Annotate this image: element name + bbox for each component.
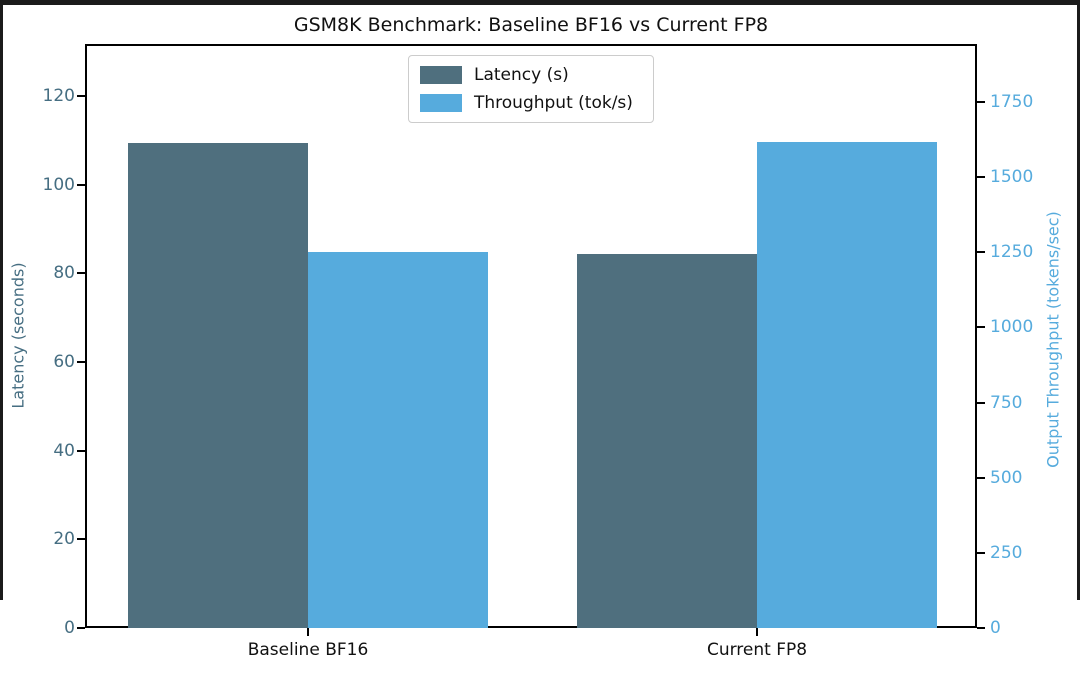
right-tick-mark <box>977 401 985 404</box>
legend-row-latency: Latency (s) <box>420 65 642 85</box>
left-tick-label: 40 <box>53 440 75 461</box>
left-tick-label: 100 <box>42 174 75 195</box>
left-axis-label: Latency (seconds) <box>8 262 28 409</box>
right-tick-label: 750 <box>990 392 1023 413</box>
window-left-edge <box>0 0 3 600</box>
legend-label-latency: Latency (s) <box>474 65 569 85</box>
left-tick-label: 20 <box>53 529 75 550</box>
left-tick-mark <box>77 183 85 186</box>
legend-label-throughput: Throughput (tok/s) <box>474 93 633 113</box>
x-tick-mark <box>307 628 309 636</box>
right-tick-label: 250 <box>990 542 1023 563</box>
right-tick-label: 1000 <box>990 317 1034 338</box>
legend: Latency (s) Throughput (tok/s) <box>408 55 654 123</box>
left-tick-label: 60 <box>53 351 75 372</box>
legend-row-throughput: Throughput (tok/s) <box>420 93 642 113</box>
left-tick-mark <box>77 627 85 629</box>
right-tick-mark <box>977 251 985 254</box>
left-tick-mark <box>77 538 85 541</box>
right-tick-label: 1750 <box>990 92 1034 112</box>
right-tick-mark <box>977 476 985 479</box>
window-top-edge <box>0 0 1080 5</box>
left-tick-mark <box>77 360 85 363</box>
bar-throughput-tok-s--current-fp8 <box>757 142 938 628</box>
right-tick-label: 0 <box>990 618 1001 638</box>
bar-latency-s--baseline-bf16 <box>128 142 308 628</box>
legend-swatch-throughput <box>420 94 462 112</box>
chart-title: GSM8K Benchmark: Baseline BF16 vs Curren… <box>293 14 769 36</box>
bar-throughput-tok-s--baseline-bf16 <box>308 251 488 628</box>
left-tick-label: 0 <box>64 618 75 638</box>
bar-latency-s--current-fp8 <box>577 253 758 628</box>
right-tick-label: 1250 <box>990 242 1034 263</box>
right-tick-mark <box>977 101 985 103</box>
left-tick-label: 120 <box>42 85 75 106</box>
right-tick-mark <box>977 176 985 179</box>
window-right-edge <box>1077 0 1080 600</box>
left-tick-mark <box>77 272 85 275</box>
right-tick-mark <box>977 627 985 629</box>
left-tick-label: 80 <box>53 263 75 284</box>
right-tick-label: 1500 <box>990 167 1034 188</box>
x-tick-label: Baseline BF16 <box>247 640 369 660</box>
right-tick-mark <box>977 551 985 554</box>
x-tick-label: Current FP8 <box>706 640 808 660</box>
left-tick-mark <box>77 94 85 97</box>
left-tick-mark <box>77 449 85 452</box>
right-tick-mark <box>977 326 985 329</box>
x-tick-mark <box>756 628 759 636</box>
right-tick-label: 500 <box>990 467 1023 488</box>
legend-swatch-latency <box>420 66 462 84</box>
